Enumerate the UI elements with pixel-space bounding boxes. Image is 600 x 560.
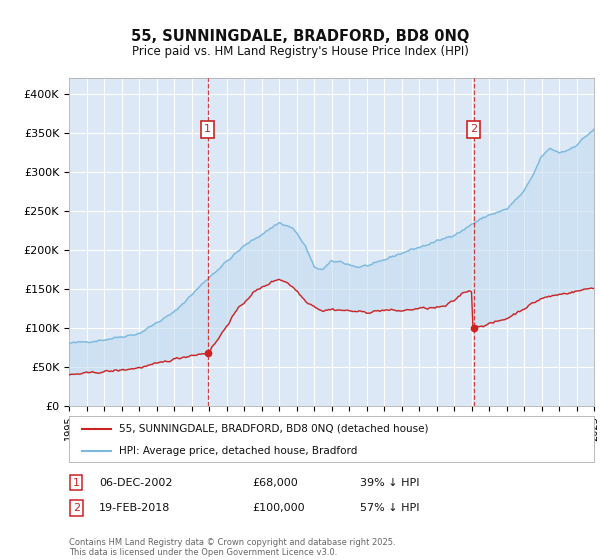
Text: 57% ↓ HPI: 57% ↓ HPI: [360, 503, 419, 513]
Text: 19-FEB-2018: 19-FEB-2018: [99, 503, 170, 513]
Text: 2: 2: [73, 503, 80, 513]
Text: 06-DEC-2002: 06-DEC-2002: [99, 478, 173, 488]
Text: 55, SUNNINGDALE, BRADFORD, BD8 0NQ: 55, SUNNINGDALE, BRADFORD, BD8 0NQ: [131, 29, 469, 44]
Text: £100,000: £100,000: [252, 503, 305, 513]
Text: Contains HM Land Registry data © Crown copyright and database right 2025.
This d: Contains HM Land Registry data © Crown c…: [69, 538, 395, 557]
Text: HPI: Average price, detached house, Bradford: HPI: Average price, detached house, Brad…: [119, 446, 357, 455]
Text: 2: 2: [470, 124, 477, 134]
Text: £68,000: £68,000: [252, 478, 298, 488]
Text: Price paid vs. HM Land Registry's House Price Index (HPI): Price paid vs. HM Land Registry's House …: [131, 45, 469, 58]
Text: 55, SUNNINGDALE, BRADFORD, BD8 0NQ (detached house): 55, SUNNINGDALE, BRADFORD, BD8 0NQ (deta…: [119, 424, 428, 434]
Text: 1: 1: [204, 124, 211, 134]
Text: 39% ↓ HPI: 39% ↓ HPI: [360, 478, 419, 488]
Text: 1: 1: [73, 478, 80, 488]
